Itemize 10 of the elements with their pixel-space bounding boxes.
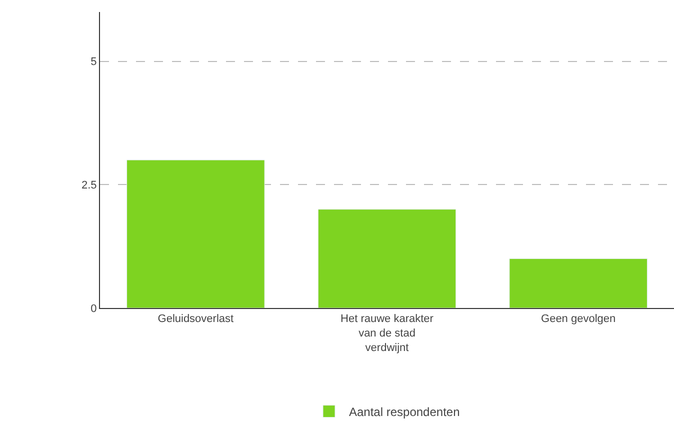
legend-label: Aantal respondenten xyxy=(349,404,460,419)
x-tick-label: Geluidsoverlast xyxy=(158,313,234,326)
x-tick-label: Geen gevolgen xyxy=(541,313,616,326)
y-tick-label: 5 xyxy=(90,56,97,68)
x-tick-label: Het rauwe karakter van de stad verdwijnt xyxy=(340,313,434,354)
y-tick-label: 2.5 xyxy=(82,180,97,192)
bar xyxy=(509,258,648,308)
y-tick-label: 0 xyxy=(90,302,97,315)
bar xyxy=(318,209,456,308)
bar xyxy=(126,160,265,308)
